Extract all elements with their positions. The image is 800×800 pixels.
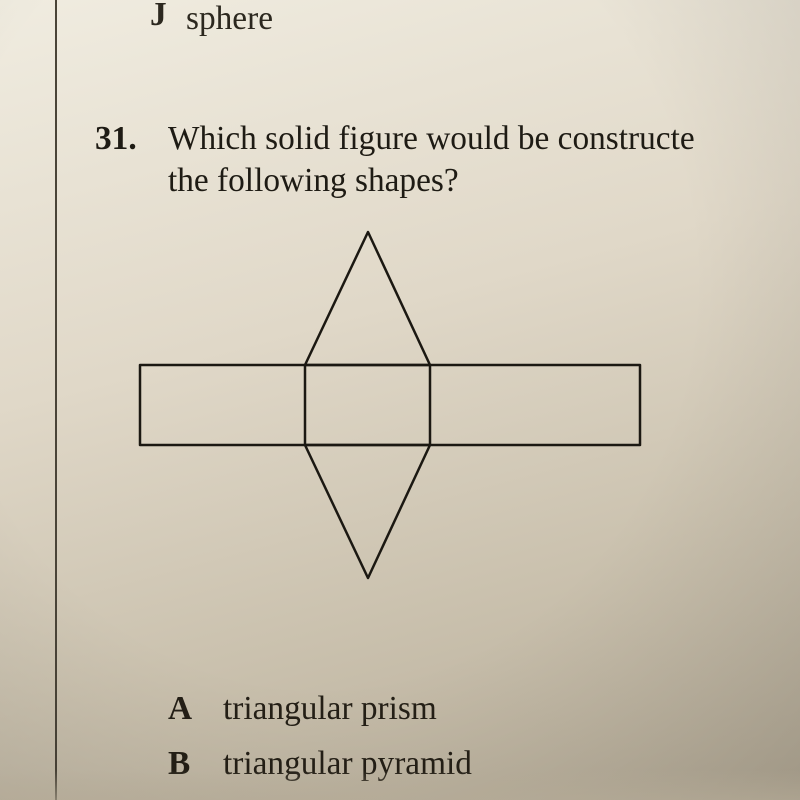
left-margin-rule <box>55 0 57 800</box>
question-number: 31. <box>95 120 137 158</box>
option-a-text: triangular prism <box>223 690 437 728</box>
worksheet-page: J sphere 31. Which solid figure would be… <box>0 0 800 800</box>
net-svg <box>110 220 670 580</box>
option-a-letter: A <box>168 690 192 728</box>
net-figure <box>110 220 670 580</box>
question-text-line2: the following shapes? <box>168 162 459 200</box>
prev-option-text: sphere <box>186 0 273 38</box>
option-b-letter: B <box>168 745 190 783</box>
question-text-line1: Which solid figure would be constructe <box>168 120 695 158</box>
option-b-text: triangular pyramid <box>223 745 472 783</box>
prev-option-letter: J <box>150 0 167 34</box>
